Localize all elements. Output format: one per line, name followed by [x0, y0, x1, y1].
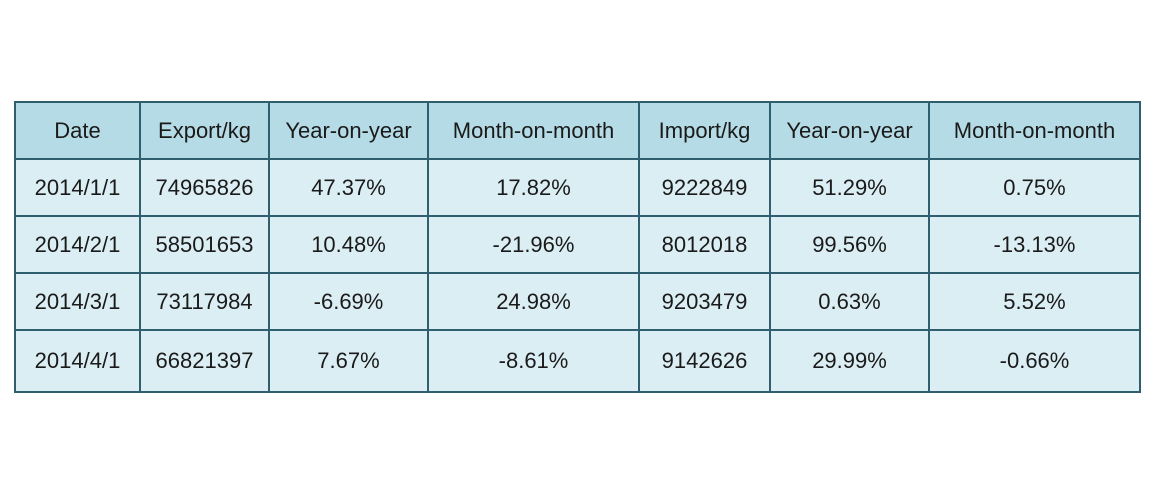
table-row: 2014/4/1 66821397 7.67% -8.61% 9142626 2…	[14, 329, 1141, 393]
cell-import: 9222849	[638, 158, 771, 217]
cell-export-mom: 24.98%	[427, 272, 640, 331]
cell-export-mom: -8.61%	[427, 329, 640, 393]
cell-import-yoy: 0.63%	[769, 272, 930, 331]
cell-date: 2014/2/1	[14, 215, 141, 274]
cell-import-mom: 0.75%	[928, 158, 1141, 217]
header-export: Export/kg	[139, 101, 270, 160]
cell-import-mom: 5.52%	[928, 272, 1141, 331]
header-date: Date	[14, 101, 141, 160]
cell-date: 2014/3/1	[14, 272, 141, 331]
table-row: 2014/3/1 73117984 -6.69% 24.98% 9203479 …	[14, 272, 1141, 331]
cell-export: 73117984	[139, 272, 270, 331]
table-row: 2014/2/1 58501653 10.48% -21.96% 8012018…	[14, 215, 1141, 274]
cell-export-yoy: 47.37%	[268, 158, 429, 217]
header-import: Import/kg	[638, 101, 771, 160]
cell-import-mom: -13.13%	[928, 215, 1141, 274]
cell-export-yoy: 7.67%	[268, 329, 429, 393]
cell-import-mom: -0.66%	[928, 329, 1141, 393]
cell-export-yoy: -6.69%	[268, 272, 429, 331]
cell-export-yoy: 10.48%	[268, 215, 429, 274]
cell-export: 66821397	[139, 329, 270, 393]
data-table: Date Export/kg Year-on-year Month-on-mon…	[14, 101, 1141, 393]
cell-import: 8012018	[638, 215, 771, 274]
header-import-yoy: Year-on-year	[769, 101, 930, 160]
cell-import: 9142626	[638, 329, 771, 393]
cell-import-yoy: 99.56%	[769, 215, 930, 274]
cell-export: 74965826	[139, 158, 270, 217]
cell-date: 2014/1/1	[14, 158, 141, 217]
cell-import-yoy: 29.99%	[769, 329, 930, 393]
cell-import: 9203479	[638, 272, 771, 331]
table-row: 2014/1/1 74965826 47.37% 17.82% 9222849 …	[14, 158, 1141, 217]
header-row: Date Export/kg Year-on-year Month-on-mon…	[14, 101, 1141, 160]
header-export-mom: Month-on-month	[427, 101, 640, 160]
header-import-mom: Month-on-month	[928, 101, 1141, 160]
cell-date: 2014/4/1	[14, 329, 141, 393]
cell-import-yoy: 51.29%	[769, 158, 930, 217]
cell-export-mom: 17.82%	[427, 158, 640, 217]
header-export-yoy: Year-on-year	[268, 101, 429, 160]
cell-export-mom: -21.96%	[427, 215, 640, 274]
cell-export: 58501653	[139, 215, 270, 274]
